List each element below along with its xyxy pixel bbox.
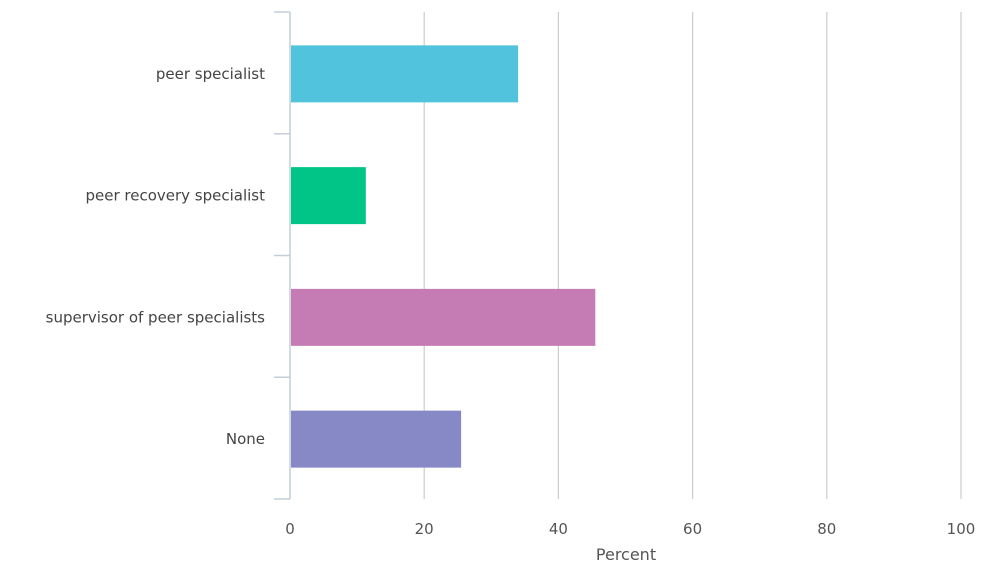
x-tick-label: 60 [683,520,702,538]
bar [291,167,366,225]
x-axis-title: Percent [596,545,656,564]
category-axis: peer specialist peer recovery specialist s… [46,11,291,500]
bar [291,288,596,346]
bar [291,410,462,468]
category-label: None [226,430,265,448]
bar [291,45,519,103]
x-tick-label: 40 [549,520,568,538]
x-tick-label: 0 [285,520,295,538]
x-tick-label: 20 [415,520,434,538]
value-axis-ticks: 0 20 40 60 80 100 [285,520,975,538]
category-label: supervisor of peer specialists [46,308,266,326]
category-label: peer specialist [156,65,265,83]
x-tick-label: 80 [817,520,836,538]
bars [291,45,596,468]
category-label: peer recovery specialist [85,187,265,205]
x-tick-label: 100 [947,520,976,538]
